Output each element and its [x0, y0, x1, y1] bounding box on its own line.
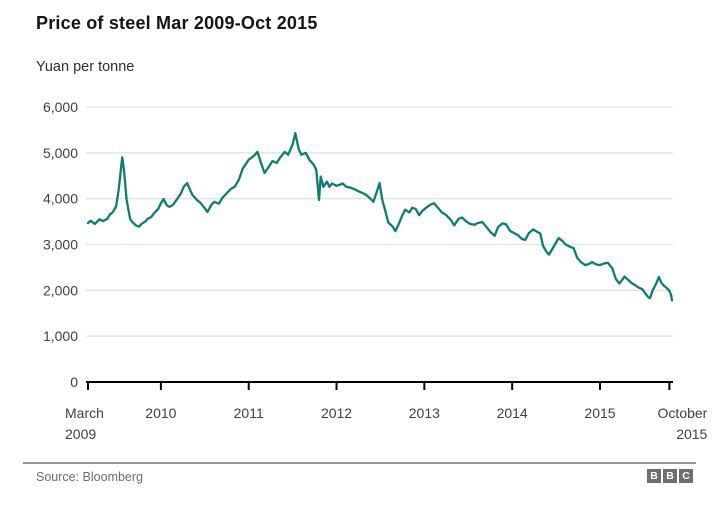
x-tick-label: October — [658, 405, 708, 421]
page-title: Price of steel Mar 2009-Oct 2015 — [36, 13, 318, 33]
x-tick-label: 2009 — [65, 426, 96, 442]
source-attribution: Source: Bloomberg — [36, 470, 144, 484]
y-tick-label: 1,000 — [43, 328, 78, 344]
x-tick-label: 2011 — [234, 405, 264, 421]
y-tick-label: 4,000 — [43, 191, 78, 207]
footer-divider — [23, 462, 696, 464]
x-tick-label: 2015 — [676, 426, 707, 442]
y-tick-label: 2,000 — [43, 282, 78, 298]
bbc-logo: B B C — [647, 469, 693, 483]
x-tick-label: March — [65, 405, 104, 421]
chart-unit-label: Yuan per tonne — [36, 59, 135, 75]
y-tick-label: 5,000 — [43, 145, 78, 161]
y-tick-label: 0 — [70, 374, 78, 390]
bbc-logo-block-1: B — [647, 469, 661, 483]
x-tick-label: 2014 — [497, 405, 528, 421]
y-tick-label: 3,000 — [43, 237, 78, 253]
steel-price-chart: 0 1,000 2,000 3,000 4,000 5,000 6,000 March 2009… — [43, 99, 708, 442]
bbc-logo-block-2: B — [663, 469, 677, 483]
x-tick-label: 2015 — [584, 405, 615, 421]
price-line — [86, 131, 674, 302]
y-tick-label: 6,000 — [43, 99, 78, 115]
x-tick-label: 2013 — [409, 405, 440, 421]
x-tick-label: 2012 — [321, 405, 352, 421]
bbc-logo-block-3: C — [679, 469, 693, 483]
x-tick-label: 2010 — [145, 405, 176, 421]
